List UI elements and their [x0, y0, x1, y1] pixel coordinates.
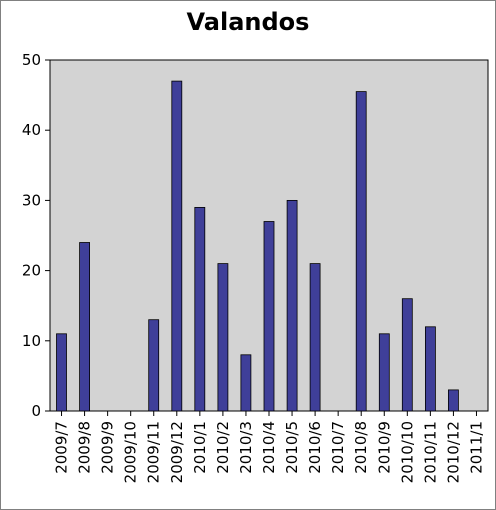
y-tick-label: 10: [22, 332, 41, 350]
y-tick-label: 30: [22, 191, 41, 209]
y-tick-label: 0: [31, 402, 41, 420]
x-tick-label: 2009/7: [53, 421, 71, 474]
x-tick-label: 2010/2: [214, 421, 232, 474]
bar-2009-8: [79, 242, 90, 412]
y-tick-label: 20: [22, 262, 41, 280]
x-tick-label: 2009/8: [76, 421, 94, 474]
x-tick-label: 2010/11: [421, 421, 439, 483]
x-tick-label: 2010/1: [191, 421, 209, 474]
x-tick-label: 2010/9: [375, 421, 393, 474]
bar-2009-12: [171, 80, 183, 412]
x-tick-label: 2010/8: [352, 421, 370, 474]
bar-2010-5: [286, 199, 298, 412]
x-tick-label: 2010/12: [444, 421, 462, 483]
y-axis: 0 10 20 30 40 50: [22, 51, 50, 420]
bar-2010-3: [240, 354, 252, 412]
x-tick-label: 2010/10: [398, 421, 416, 483]
x-tick-label: 2011/1: [467, 421, 485, 474]
y-tick-label: 40: [22, 121, 41, 139]
x-tick-label: 2010/5: [283, 421, 301, 474]
bar-2010-12: [447, 389, 459, 412]
bar-2010-8: [355, 91, 367, 412]
x-tick-label: 2010/7: [329, 421, 347, 474]
y-tick-label: 50: [22, 51, 41, 69]
bar-2010-10: [401, 298, 413, 412]
x-tick-label: 2009/9: [99, 421, 117, 474]
x-tick-label: 2010/6: [306, 421, 324, 474]
chart-title: Valandos: [186, 8, 310, 36]
bars-group: [56, 80, 459, 412]
bar-2010-9: [378, 333, 390, 412]
bar-2010-6: [309, 263, 321, 412]
bar-2010-1: [194, 206, 206, 412]
x-tick-label: 2010/3: [237, 421, 255, 474]
x-tick-label: 2009/11: [145, 421, 163, 483]
x-axis: 2009/7 2009/8 2009/9 2009/10 2009/11 2009/12 2…: [53, 411, 485, 483]
bar-2010-2: [217, 263, 229, 412]
x-tick-label: 2009/10: [122, 421, 140, 483]
x-tick-label: 2010/4: [260, 421, 278, 474]
bar-2010-11: [424, 326, 436, 412]
bar-2009-11: [148, 319, 160, 412]
x-tick-label: 2009/12: [168, 421, 186, 483]
bar-2009-7: [56, 333, 67, 412]
bar-2010-4: [263, 221, 275, 412]
